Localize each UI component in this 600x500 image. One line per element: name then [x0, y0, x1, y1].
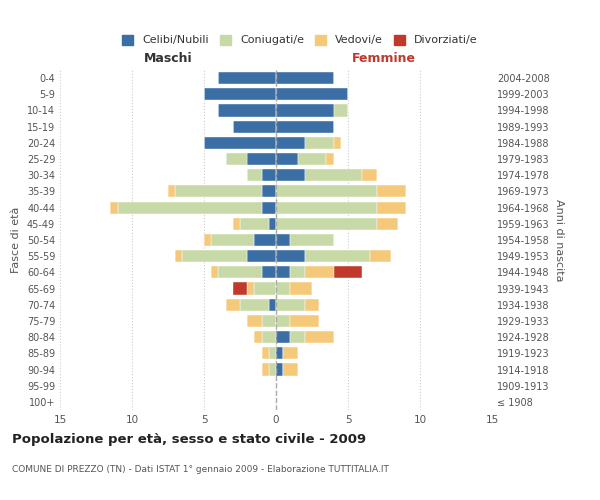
Y-axis label: Fasce di età: Fasce di età	[11, 207, 21, 273]
Bar	[269, 218, 276, 230]
Bar	[204, 88, 276, 101]
Bar	[269, 298, 276, 311]
Bar	[233, 282, 247, 294]
Bar	[362, 169, 377, 181]
Text: Femmine: Femmine	[352, 52, 416, 65]
Bar	[276, 331, 290, 343]
Bar	[276, 250, 305, 262]
Bar	[233, 120, 276, 132]
Bar	[211, 266, 218, 278]
Bar	[276, 120, 334, 132]
Bar	[334, 266, 362, 278]
Bar	[254, 331, 262, 343]
Bar	[370, 250, 391, 262]
Bar	[262, 202, 276, 213]
Bar	[262, 266, 276, 278]
Bar	[276, 137, 305, 149]
Bar	[247, 153, 276, 165]
Bar	[218, 266, 262, 278]
Bar	[211, 234, 254, 246]
Bar	[276, 364, 283, 376]
Bar	[262, 331, 276, 343]
Bar	[226, 298, 240, 311]
Bar	[276, 72, 334, 84]
Bar	[276, 218, 377, 230]
Bar	[233, 218, 240, 230]
Text: Maschi: Maschi	[143, 52, 193, 65]
Bar	[240, 218, 269, 230]
Bar	[283, 364, 298, 376]
Bar	[262, 186, 276, 198]
Bar	[276, 88, 348, 101]
Bar	[290, 331, 305, 343]
Bar	[334, 137, 341, 149]
Bar	[247, 250, 276, 262]
Bar	[305, 250, 370, 262]
Bar	[276, 202, 377, 213]
Bar	[305, 298, 319, 311]
Bar	[226, 153, 247, 165]
Bar	[262, 169, 276, 181]
Bar	[218, 104, 276, 117]
Bar	[276, 315, 290, 327]
Bar	[276, 186, 377, 198]
Text: Popolazione per età, sesso e stato civile - 2009: Popolazione per età, sesso e stato civil…	[12, 432, 366, 446]
Bar	[175, 250, 182, 262]
Legend: Celibi/Nubili, Coniugati/e, Vedovi/e, Divorziati/e: Celibi/Nubili, Coniugati/e, Vedovi/e, Di…	[122, 34, 478, 46]
Bar	[269, 348, 276, 360]
Bar	[262, 315, 276, 327]
Bar	[305, 137, 334, 149]
Bar	[377, 186, 406, 198]
Bar	[240, 298, 269, 311]
Bar	[254, 234, 276, 246]
Bar	[247, 169, 262, 181]
Bar	[276, 282, 290, 294]
Bar	[276, 266, 290, 278]
Bar	[377, 202, 406, 213]
Bar	[254, 282, 276, 294]
Bar	[276, 298, 305, 311]
Bar	[276, 234, 290, 246]
Bar	[305, 266, 334, 278]
Bar	[290, 266, 305, 278]
Bar	[276, 104, 334, 117]
Bar	[218, 72, 276, 84]
Bar	[118, 202, 262, 213]
Bar	[182, 250, 247, 262]
Bar	[290, 282, 312, 294]
Bar	[269, 364, 276, 376]
Bar	[204, 137, 276, 149]
Bar	[283, 348, 298, 360]
Bar	[175, 186, 262, 198]
Bar	[168, 186, 175, 198]
Bar	[110, 202, 118, 213]
Bar	[305, 169, 362, 181]
Bar	[204, 234, 211, 246]
Bar	[276, 348, 283, 360]
Y-axis label: Anni di nascita: Anni di nascita	[554, 198, 563, 281]
Bar	[290, 315, 319, 327]
Bar	[247, 282, 254, 294]
Bar	[247, 315, 262, 327]
Bar	[298, 153, 326, 165]
Bar	[334, 104, 348, 117]
Bar	[290, 234, 334, 246]
Bar	[262, 348, 269, 360]
Bar	[262, 364, 269, 376]
Text: COMUNE DI PREZZO (TN) - Dati ISTAT 1° gennaio 2009 - Elaborazione TUTTITALIA.IT: COMUNE DI PREZZO (TN) - Dati ISTAT 1° ge…	[12, 466, 389, 474]
Bar	[276, 169, 305, 181]
Bar	[326, 153, 334, 165]
Bar	[377, 218, 398, 230]
Bar	[276, 153, 298, 165]
Bar	[305, 331, 334, 343]
